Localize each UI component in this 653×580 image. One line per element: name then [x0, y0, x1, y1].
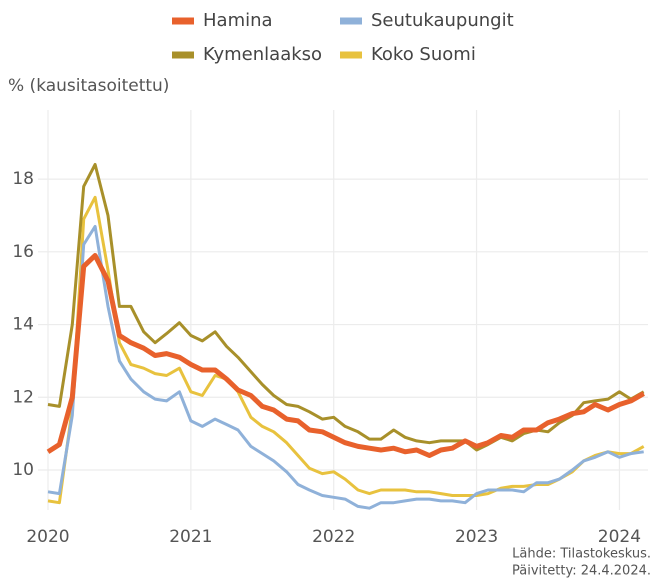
- line-series: [46, 253, 645, 458]
- updated-note: Päivitetty: 24.4.2024.: [512, 564, 651, 579]
- line-series: [47, 224, 644, 510]
- y-tick-label: 18: [12, 169, 34, 189]
- x-tick-label: 2021: [169, 527, 212, 547]
- legend-label: Kymenlaakso: [203, 44, 322, 65]
- source-note: Lähde: Tilastokeskus.: [512, 547, 651, 562]
- y-tick-label: 14: [12, 315, 34, 335]
- y-tick-label: 16: [12, 242, 34, 262]
- x-tick-label: 2020: [26, 527, 69, 547]
- legend-label: Seutukaupungit: [371, 10, 514, 31]
- line-series: [47, 163, 645, 452]
- x-tick-label: 2023: [455, 527, 498, 547]
- y-axis-label: % (kausitasoitettu): [8, 76, 169, 96]
- y-tick-label: 12: [12, 387, 34, 407]
- legend-label: Koko Suomi: [371, 44, 476, 65]
- x-tick-label: 2024: [598, 527, 641, 547]
- x-tick-label: 2022: [312, 527, 355, 547]
- line-series: [47, 195, 645, 505]
- y-tick-label: 10: [12, 460, 34, 480]
- legend-label: Hamina: [203, 10, 273, 31]
